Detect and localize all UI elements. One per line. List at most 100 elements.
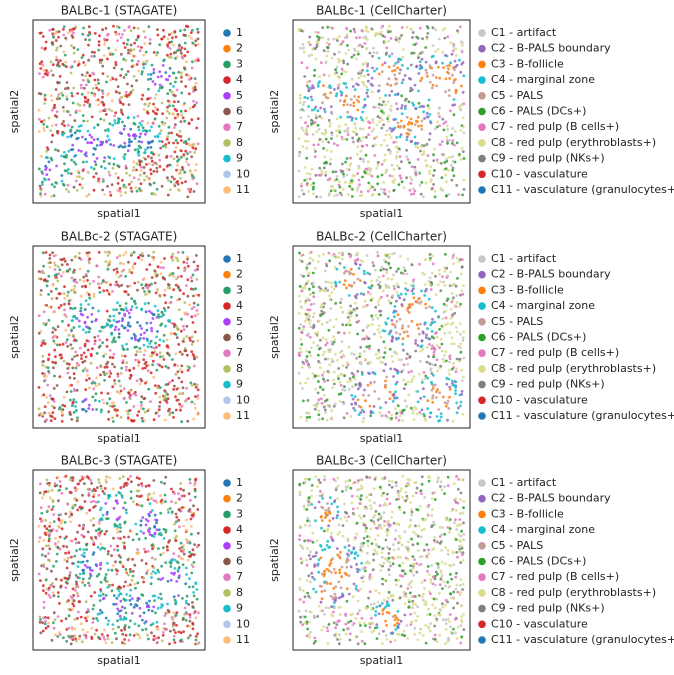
spot xyxy=(331,254,335,257)
spot xyxy=(179,406,182,409)
spot xyxy=(365,116,369,120)
spot xyxy=(343,388,347,392)
spot xyxy=(50,183,54,186)
spot xyxy=(306,308,309,312)
spot xyxy=(67,302,71,306)
spot xyxy=(38,536,42,539)
spot xyxy=(416,344,420,347)
spot xyxy=(337,83,341,86)
spot xyxy=(135,168,138,172)
spot xyxy=(183,67,187,71)
spot xyxy=(90,536,93,540)
spot xyxy=(427,297,431,301)
spot xyxy=(54,577,58,581)
spot xyxy=(190,66,194,70)
spot xyxy=(409,117,413,121)
spot xyxy=(304,312,308,316)
spot xyxy=(70,513,74,517)
spot xyxy=(188,634,192,637)
spot xyxy=(82,535,86,539)
spot xyxy=(106,267,110,271)
spot xyxy=(142,531,146,535)
spot xyxy=(331,26,334,30)
spot xyxy=(428,305,431,309)
spot xyxy=(149,172,153,176)
spot xyxy=(339,301,342,305)
spot xyxy=(426,32,430,35)
spot xyxy=(132,48,136,51)
spot xyxy=(393,68,397,72)
spot xyxy=(78,104,82,107)
spot xyxy=(385,322,388,326)
spot xyxy=(113,404,116,408)
spot xyxy=(428,169,431,173)
spot xyxy=(332,142,336,146)
spot xyxy=(114,48,118,52)
spot xyxy=(384,401,388,404)
spot xyxy=(174,76,178,80)
spot xyxy=(111,385,115,389)
spot xyxy=(103,166,107,170)
spot xyxy=(67,635,71,638)
spot xyxy=(124,598,128,602)
spot xyxy=(69,306,72,310)
spot xyxy=(43,405,47,408)
spot xyxy=(396,66,399,70)
spot xyxy=(382,123,385,127)
spot xyxy=(460,41,464,44)
spot xyxy=(137,128,141,132)
spot xyxy=(124,90,128,94)
spot xyxy=(42,600,46,604)
spot xyxy=(81,177,84,181)
spot xyxy=(51,397,55,401)
spot xyxy=(76,92,79,95)
spot xyxy=(366,383,370,387)
spot xyxy=(151,363,155,367)
spot xyxy=(152,566,156,570)
spot xyxy=(150,345,153,349)
spot xyxy=(408,176,412,179)
spot xyxy=(455,357,459,361)
spot xyxy=(146,495,150,499)
spot xyxy=(341,162,344,166)
spot xyxy=(67,31,70,35)
spot xyxy=(454,53,458,57)
spot xyxy=(166,176,169,180)
spot xyxy=(186,541,189,544)
spot xyxy=(365,143,369,147)
spot xyxy=(122,485,126,488)
spot xyxy=(65,577,69,581)
spot xyxy=(435,358,439,362)
spot xyxy=(355,36,358,40)
spot xyxy=(437,65,440,69)
spot xyxy=(41,584,45,588)
spot xyxy=(182,616,185,620)
spot xyxy=(433,348,437,352)
spot xyxy=(459,302,462,306)
spot xyxy=(330,56,334,60)
spot xyxy=(461,193,464,197)
spot xyxy=(431,363,434,366)
spot xyxy=(153,117,157,121)
spot xyxy=(383,351,387,355)
legend-marker xyxy=(223,170,231,179)
spot xyxy=(357,413,361,417)
spot xyxy=(377,351,381,354)
spot xyxy=(186,419,190,423)
spot xyxy=(119,108,123,112)
spot xyxy=(179,149,183,153)
spot xyxy=(387,190,391,194)
spot xyxy=(363,74,366,78)
spot xyxy=(388,347,392,351)
spot xyxy=(158,158,162,162)
spot xyxy=(79,149,83,153)
spot xyxy=(68,267,72,271)
spot xyxy=(317,409,320,412)
spot xyxy=(57,595,60,598)
spot xyxy=(117,491,121,494)
spot xyxy=(443,36,447,40)
spot xyxy=(339,99,342,102)
spot xyxy=(387,77,391,81)
spot xyxy=(298,381,302,385)
spot xyxy=(355,98,359,102)
